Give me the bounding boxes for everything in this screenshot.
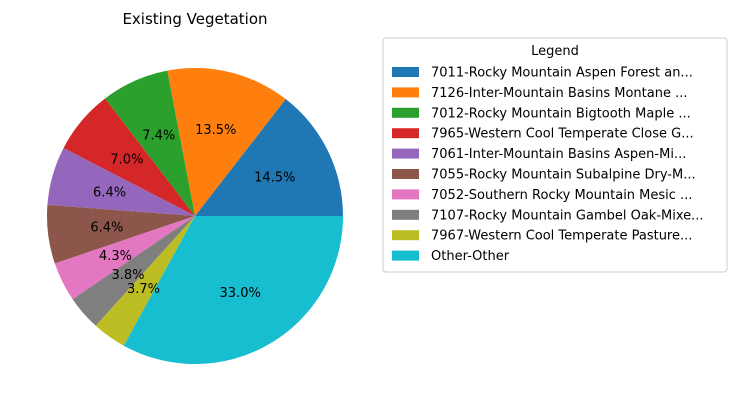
legend-swatch bbox=[392, 148, 419, 159]
slice-percent-label: 4.3% bbox=[99, 249, 132, 264]
legend-swatch bbox=[392, 230, 419, 241]
slice-percent-label: 33.0% bbox=[220, 286, 261, 301]
legend-label: 7011-Rocky Mountain Aspen Forest an... bbox=[431, 66, 693, 81]
legend-label: 7055-Rocky Mountain Subalpine Dry-M... bbox=[431, 168, 696, 183]
legend-label: 7967-Western Cool Temperate Pasture... bbox=[431, 229, 692, 244]
pie-slice bbox=[47, 147, 195, 216]
legend-swatch bbox=[392, 169, 419, 179]
legend-label: Other-Other bbox=[431, 249, 510, 264]
legend-label: 7126-Inter-Mountain Basins Montane ... bbox=[431, 86, 688, 101]
slice-percent-label: 6.4% bbox=[90, 221, 123, 236]
pie-slice bbox=[167, 68, 286, 216]
legend-title: Legend bbox=[531, 44, 579, 59]
pie-slice bbox=[95, 216, 195, 346]
percent-labels: 14.5% 13.5% 7.4% 7.0% 6.4% 6.4% 4.3% 3.8%3.7% 33… bbox=[90, 123, 295, 301]
slice-percent-label: 7.0% bbox=[110, 152, 143, 167]
legend-swatch bbox=[392, 87, 419, 98]
slice-percent-label: 3.8% bbox=[112, 268, 145, 283]
legend-swatch bbox=[392, 189, 419, 200]
pie-slice bbox=[54, 216, 195, 300]
legend-label: 7061-Inter-Mountain Basins Aspen-Mi... bbox=[431, 147, 686, 162]
pie-slice bbox=[105, 70, 195, 216]
legend-items: 7011-Rocky Mountain Aspen Forest an... 71… bbox=[392, 66, 704, 264]
legend-swatch bbox=[392, 250, 419, 261]
chart-title: Existing Vegetation bbox=[122, 10, 267, 28]
pie-slice bbox=[63, 98, 196, 216]
slice-percent-label: 13.5% bbox=[195, 123, 236, 138]
legend-label: 7052-Southern Rocky Mountain Mesic ... bbox=[431, 188, 692, 203]
pie-slice bbox=[123, 216, 343, 364]
slice-percent-label: 14.5% bbox=[254, 170, 295, 185]
legend-box bbox=[382, 37, 728, 273]
pie-slice bbox=[47, 204, 195, 264]
legend: Legend 7011-Rocky Mountain Aspen Forest … bbox=[382, 37, 728, 273]
legend-label: 7107-Rocky Mountain Gambel Oak-Mixe... bbox=[431, 208, 704, 223]
legend-swatch bbox=[392, 128, 419, 139]
legend-swatch bbox=[392, 67, 419, 77]
pie-slices bbox=[47, 68, 343, 364]
pie-slice bbox=[72, 216, 195, 326]
pie-slice bbox=[195, 99, 343, 216]
slice-percent-label: 7.4% bbox=[142, 128, 175, 143]
slice-percent-label: 3.7% bbox=[127, 282, 160, 297]
slice-percent-label: 6.4% bbox=[93, 185, 126, 200]
legend-swatch bbox=[392, 107, 419, 118]
legend-label: 7965-Western Cool Temperate Close G... bbox=[431, 127, 694, 142]
legend-label: 7012-Rocky Mountain Bigtooth Maple ... bbox=[431, 106, 691, 121]
legend-swatch bbox=[392, 209, 419, 220]
